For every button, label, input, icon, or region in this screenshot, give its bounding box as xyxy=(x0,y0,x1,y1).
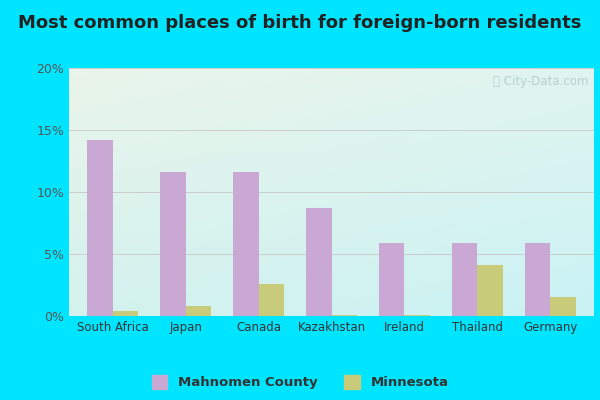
Text: Most common places of birth for foreign-born residents: Most common places of birth for foreign-… xyxy=(19,14,581,32)
Legend: Mahnomen County, Minnesota: Mahnomen County, Minnesota xyxy=(152,375,448,390)
Bar xyxy=(160,172,185,316)
Bar xyxy=(452,243,478,316)
Bar xyxy=(233,172,259,316)
Bar xyxy=(550,298,576,316)
Bar xyxy=(379,243,404,316)
Bar xyxy=(306,208,332,316)
Bar xyxy=(478,265,503,316)
Bar xyxy=(185,306,211,316)
Bar xyxy=(525,243,550,316)
Bar xyxy=(404,315,430,316)
Text: ⓘ City-Data.com: ⓘ City-Data.com xyxy=(493,76,589,88)
Bar xyxy=(87,140,113,316)
Bar xyxy=(331,315,357,316)
Bar xyxy=(113,311,138,316)
Bar xyxy=(259,284,284,316)
